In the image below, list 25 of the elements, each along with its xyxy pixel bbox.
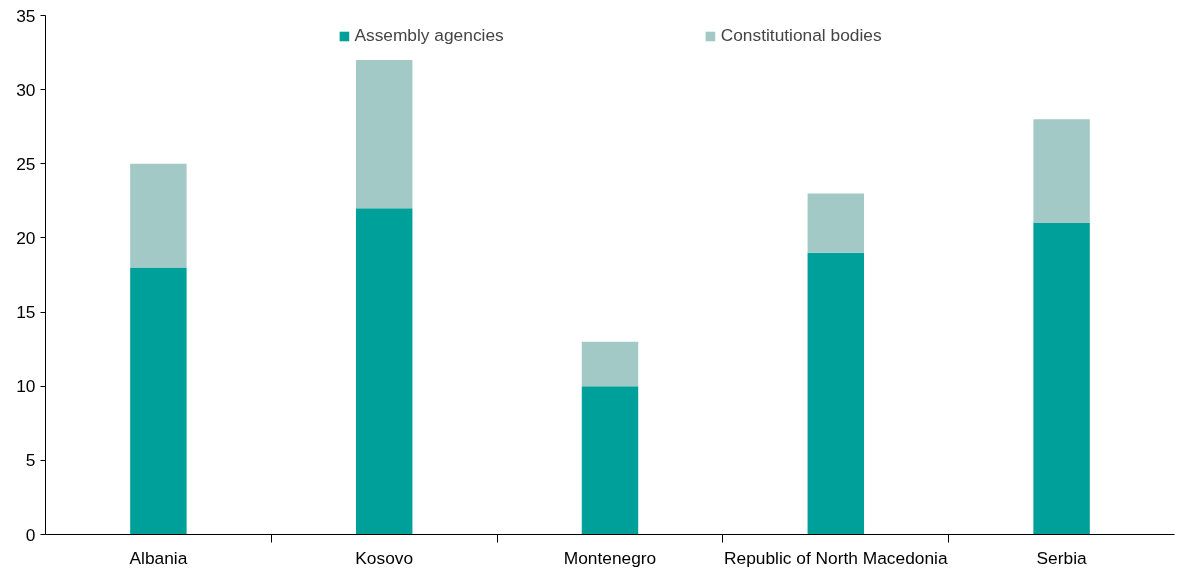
y-tick-label: 0 xyxy=(25,524,36,545)
y-tick-label: 10 xyxy=(16,376,36,397)
bar xyxy=(1033,119,1090,224)
bar xyxy=(1033,223,1090,535)
bar xyxy=(581,341,639,387)
bar xyxy=(130,163,187,268)
y-tick-label: 30 xyxy=(16,79,36,100)
y-tick-label: 35 xyxy=(16,5,36,26)
bar xyxy=(807,252,865,535)
x-tick-label: Kosovo xyxy=(355,547,414,568)
x-tick-label: Albania xyxy=(129,547,188,568)
x-tick-label: Montenegro xyxy=(563,547,657,568)
y-tick-label: 5 xyxy=(25,450,36,471)
y-tick-label: 20 xyxy=(16,227,36,248)
x-tick-label: Serbia xyxy=(1036,547,1088,568)
x-tick-label: Republic of North Macedonia xyxy=(724,547,948,568)
legend-label: Assembly agencies xyxy=(354,25,504,46)
y-tick-label: 15 xyxy=(16,302,36,323)
bar xyxy=(355,59,413,209)
y-tick-label: 25 xyxy=(16,153,36,174)
bar xyxy=(581,386,639,535)
bar xyxy=(355,208,413,535)
bar xyxy=(130,267,187,535)
legend-label: Constitutional bodies xyxy=(720,25,882,46)
bar xyxy=(807,193,865,253)
